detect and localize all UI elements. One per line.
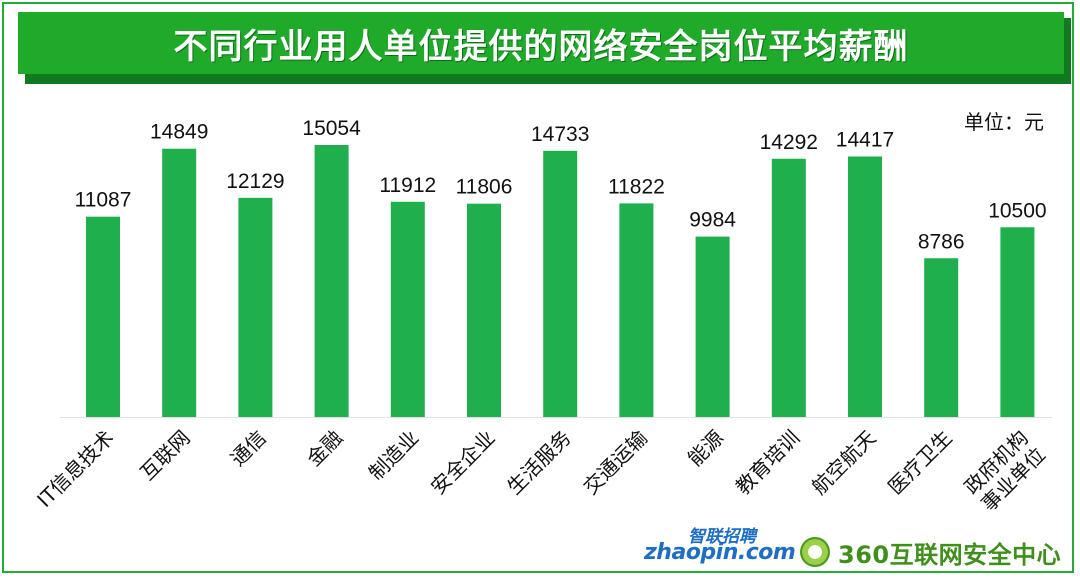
unit-label: 单位：元 xyxy=(964,110,1044,134)
category-label-11: 航空航天 xyxy=(807,426,881,500)
zhaopin-logo: 智联招聘 zhaopin.com xyxy=(640,522,796,570)
category-label-6: 安全企业 xyxy=(426,426,500,500)
bar-10 xyxy=(771,158,806,417)
category-label-line: 安全企业 xyxy=(426,426,500,500)
bar-13 xyxy=(1000,227,1035,417)
data-label-3: 12129 xyxy=(226,170,284,193)
data-label-6: 11806 xyxy=(456,176,513,199)
data-label-13: 10500 xyxy=(988,199,1046,222)
data-label-5: 11912 xyxy=(379,174,436,197)
bar-4 xyxy=(314,145,349,417)
data-label-11: 14417 xyxy=(836,129,894,152)
category-label-1: IT信息技术 xyxy=(32,426,118,512)
data-label-9: 9984 xyxy=(689,209,736,232)
category-label-line: 互联网 xyxy=(135,426,194,485)
bar-2 xyxy=(162,148,197,418)
data-label-10: 14292 xyxy=(760,131,818,154)
data-label-4: 15054 xyxy=(302,117,361,140)
category-label-2: 互联网 xyxy=(135,426,194,485)
bar-6 xyxy=(467,203,501,417)
data-label-2: 14849 xyxy=(150,121,208,144)
category-label-line: 通信 xyxy=(226,426,271,471)
category-label-9: 能源 xyxy=(683,426,728,471)
category-label-line: 交通运输 xyxy=(578,426,652,500)
title-banner: 不同行业用人单位提供的网络安全岗位平均薪酬 xyxy=(18,12,1064,74)
category-label-line: 金融 xyxy=(302,426,347,471)
category-label-line: 制造业 xyxy=(364,426,423,485)
category-label-12: 医疗卫生 xyxy=(883,426,957,500)
bar-11 xyxy=(848,156,882,417)
data-label-12: 8786 xyxy=(918,230,965,253)
security-center-logo: 360互联网安全中心 xyxy=(800,534,1061,570)
zhaopin-logo-en: zhaopin.com xyxy=(644,540,796,565)
category-label-5: 制造业 xyxy=(364,426,423,485)
category-label-line: IT信息技术 xyxy=(32,426,118,512)
bar-5 xyxy=(390,201,425,417)
category-label-line: 生活服务 xyxy=(502,426,576,500)
category-label-8: 交通运输 xyxy=(578,426,652,500)
category-label-3: 通信 xyxy=(226,426,271,471)
bar-7 xyxy=(543,150,578,417)
security-center-logo-text: 360互联网安全中心 xyxy=(838,540,1062,569)
category-label-line: 航空航天 xyxy=(807,426,881,500)
category-label-line: 教育培训 xyxy=(731,426,805,500)
category-label-4: 金融 xyxy=(302,426,347,471)
category-label-line: 能源 xyxy=(683,426,728,471)
category-label-7: 生活服务 xyxy=(502,426,576,500)
category-label-line: 医疗卫生 xyxy=(883,426,957,500)
bar-9 xyxy=(695,236,730,417)
category-label-13: 政府机构事业单位 xyxy=(959,426,1050,517)
bar-1 xyxy=(86,216,120,417)
bar-3 xyxy=(238,197,273,417)
chart-frame xyxy=(2,2,1074,573)
data-label-7: 14733 xyxy=(531,123,589,146)
bar-12 xyxy=(924,258,959,417)
security-center-logo-icon xyxy=(800,537,830,567)
chart-title: 不同行业用人单位提供的网络安全岗位平均薪酬 xyxy=(173,26,909,67)
bar-8 xyxy=(619,203,654,417)
data-label-1: 11087 xyxy=(75,189,132,212)
category-label-10: 教育培训 xyxy=(731,426,805,500)
zhaopin-logo-cn: 智联招聘 xyxy=(688,527,756,547)
data-label-8: 11822 xyxy=(608,175,665,198)
